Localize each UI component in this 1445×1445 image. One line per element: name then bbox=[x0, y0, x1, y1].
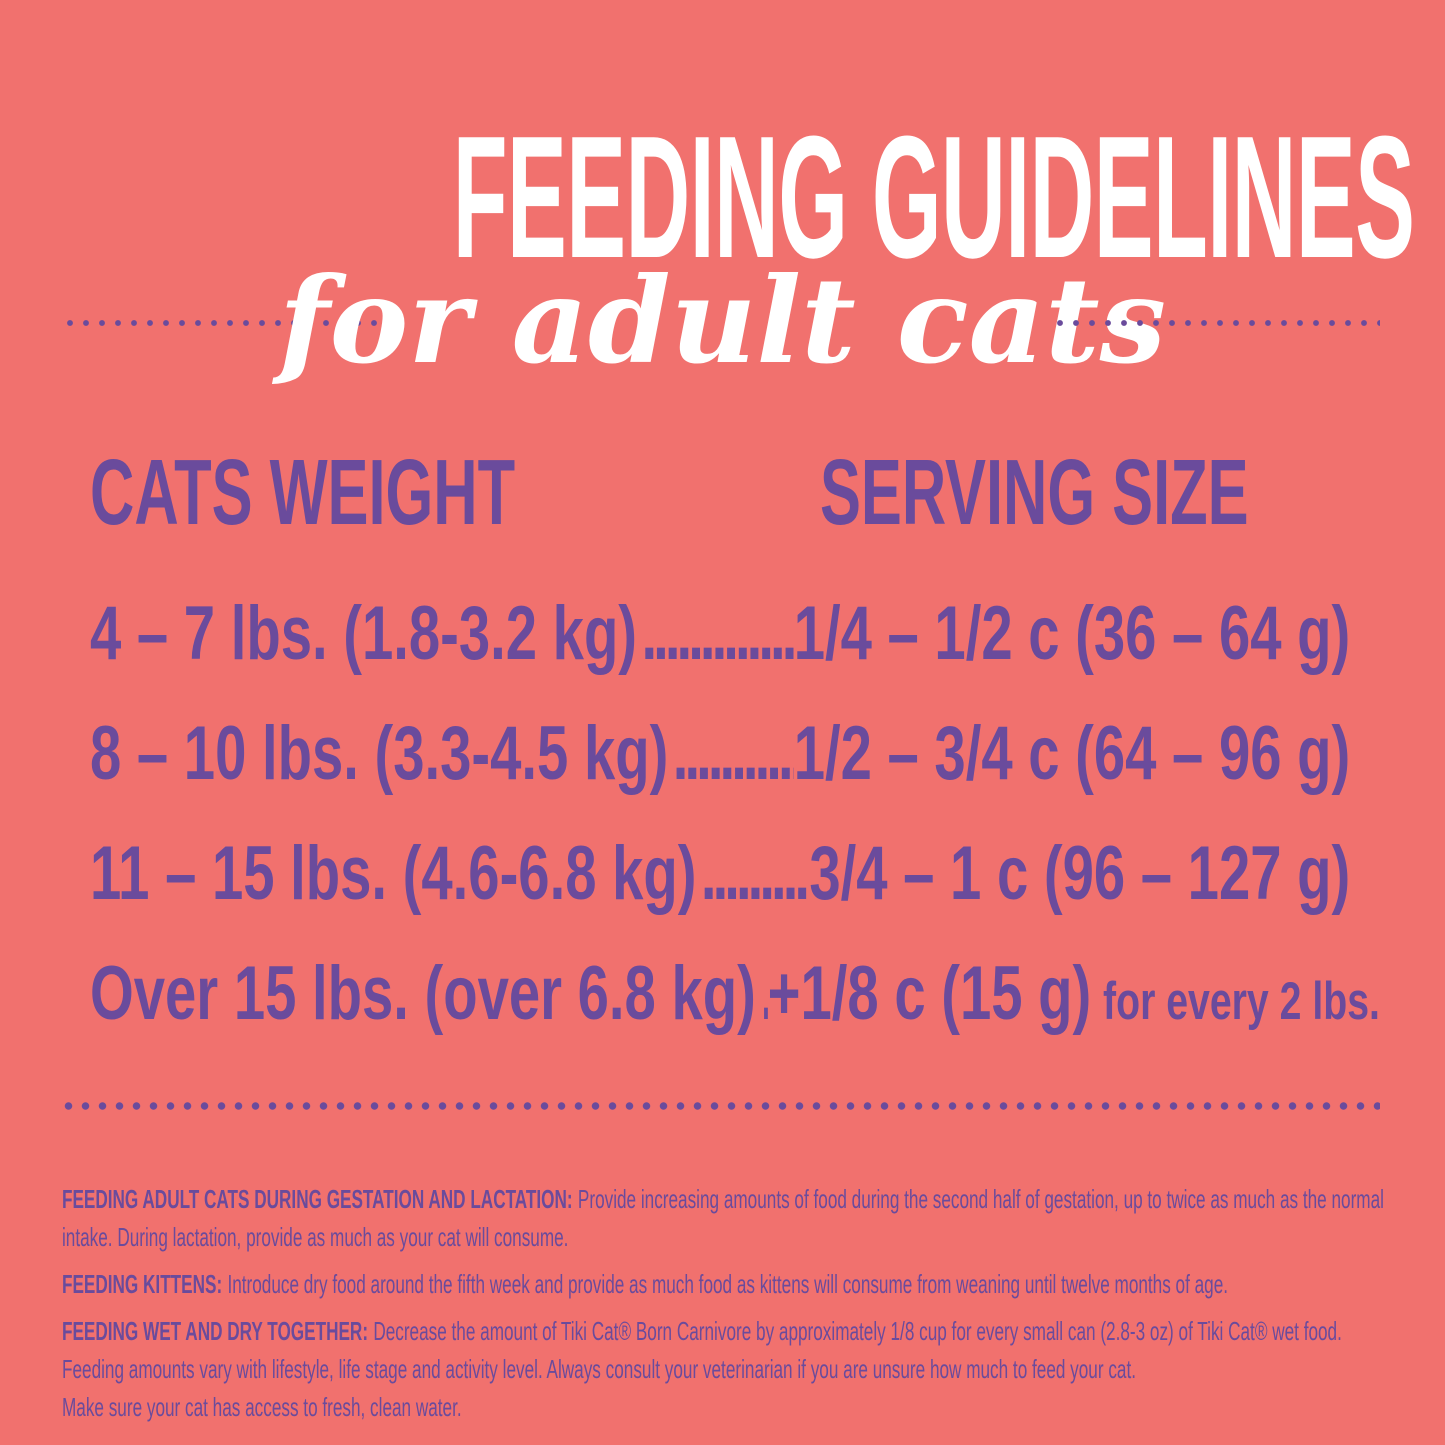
dot-leader: ........... bbox=[700, 836, 809, 912]
serving-size-value: 1/4 – 1/2 c (36 – 64 g) bbox=[794, 596, 1351, 672]
table-row: 8 – 10 lbs. (3.3-4.5 kg) .............. … bbox=[90, 716, 1350, 792]
serving-size-text: 3/4 – 1 c (96 – 127 g) bbox=[809, 831, 1351, 916]
dotted-divider bbox=[60, 1099, 1380, 1113]
table-column-headers: CATS WEIGHT SERVING SIZE bbox=[90, 446, 1350, 546]
serving-size-text: 1/2 – 3/4 c (64 – 96 g) bbox=[793, 711, 1351, 796]
note-feeding-kittens: FEEDING KITTENS: Introduce dry food aroun… bbox=[62, 1265, 1385, 1303]
serving-size-text: 1/4 – 1/2 c (36 – 64 g) bbox=[793, 591, 1351, 676]
serving-size-value: +1/8 c (15 g) for every 2 lbs. bbox=[768, 956, 1380, 1040]
table-row: 4 – 7 lbs. (1.8-3.2 kg) ................… bbox=[90, 596, 1350, 672]
serving-size-value: 3/4 – 1 c (96 – 127 g) bbox=[809, 836, 1350, 912]
page-title-text: FEEDING GUIDELINES bbox=[452, 99, 1415, 294]
table-row: Over 15 lbs. (over 6.8 kg) .......... +1… bbox=[90, 951, 1380, 1040]
column-header-serving-size: SERVING SIZE bbox=[819, 440, 1249, 544]
cats-weight-value: 8 – 10 lbs. (3.3-4.5 kg) bbox=[90, 711, 669, 796]
column-header-cats-weight: CATS WEIGHT bbox=[90, 440, 516, 544]
subtitle-dotted-rule-left bbox=[62, 316, 390, 330]
note-gestation-lactation: FEEDING ADULT CATS DURING GESTATION AND … bbox=[62, 1180, 1385, 1256]
feeding-notes: FEEDING ADULT CATS DURING GESTATION AND … bbox=[62, 1180, 1385, 1435]
cats-weight-value: 11 – 15 lbs. (4.6-6.8 kg) bbox=[90, 831, 697, 916]
serving-size-suffix: for every 2 lbs. bbox=[1103, 972, 1380, 1031]
note-wet-and-dry: FEEDING WET AND DRY TOGETHER: Decrease th… bbox=[62, 1312, 1385, 1426]
note-label: FEEDING WET AND DRY TOGETHER: bbox=[62, 1316, 369, 1346]
cats-weight-value: Over 15 lbs. (over 6.8 kg) bbox=[90, 951, 756, 1036]
dot-leader: .............. bbox=[672, 716, 794, 792]
table-row: 11 – 15 lbs. (4.6-6.8 kg) ........... 3/… bbox=[90, 836, 1350, 912]
note-label: FEEDING ADULT CATS DURING GESTATION AND … bbox=[62, 1184, 573, 1214]
subtitle-dotted-rule-right bbox=[1052, 316, 1380, 330]
note-body: Provide increasing amounts of food durin… bbox=[62, 1184, 1384, 1252]
note-body-line2: Make sure your cat has access to fresh, … bbox=[62, 1392, 462, 1422]
cats-weight-value: 4 – 7 lbs. (1.8-3.2 kg) bbox=[90, 591, 638, 676]
serving-size-value: 1/2 – 3/4 c (64 – 96 g) bbox=[794, 716, 1351, 792]
feeding-table: 4 – 7 lbs. (1.8-3.2 kg) ................… bbox=[90, 596, 1380, 1084]
serving-size-text: +1/8 c (15 g) bbox=[767, 951, 1092, 1036]
page-title: FEEDING GUIDELINES bbox=[0, 110, 1445, 284]
note-label: FEEDING KITTENS: bbox=[62, 1269, 223, 1299]
page-subtitle: for adult cats bbox=[0, 262, 1445, 380]
dot-leader: .......... bbox=[756, 956, 767, 1032]
note-body: Introduce dry food around the fifth week… bbox=[227, 1269, 1229, 1299]
page-subtitle-text: for adult cats bbox=[278, 251, 1167, 390]
note-body: Decrease the amount of Tiki Cat® Born Ca… bbox=[62, 1316, 1342, 1384]
dot-leader: ................ bbox=[641, 596, 794, 672]
